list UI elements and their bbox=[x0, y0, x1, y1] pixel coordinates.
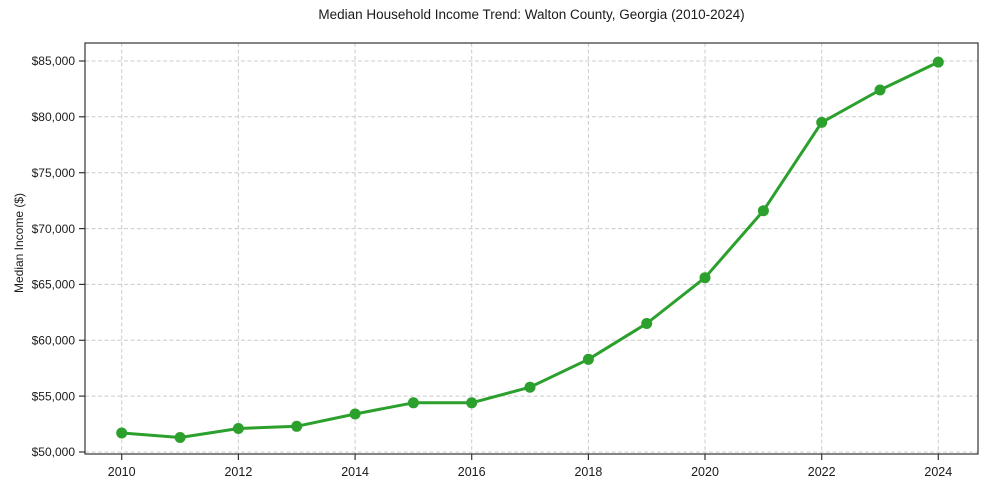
y-tick-label: $65,000 bbox=[32, 278, 76, 292]
data-point-marker bbox=[641, 318, 653, 329]
x-tick-label: 2014 bbox=[341, 465, 369, 479]
data-point-marker bbox=[174, 432, 186, 443]
data-point-marker bbox=[874, 84, 886, 96]
x-tick-label: 2022 bbox=[808, 465, 836, 479]
y-tick-label: $55,000 bbox=[32, 389, 76, 403]
data-point-marker bbox=[524, 381, 536, 393]
data-point-marker bbox=[349, 408, 361, 420]
y-tick-label: $50,000 bbox=[32, 445, 76, 459]
data-point-marker bbox=[407, 397, 419, 409]
y-tick-label: $75,000 bbox=[32, 166, 76, 180]
data-point-marker bbox=[291, 420, 303, 432]
data-point-marker bbox=[116, 427, 128, 439]
income-trend-line bbox=[120, 60, 940, 439]
data-point-marker bbox=[466, 397, 478, 409]
y-tick-label: $80,000 bbox=[32, 110, 76, 124]
x-tick-label: 2012 bbox=[224, 465, 252, 479]
data-point-marker bbox=[232, 423, 244, 434]
data-point-marker bbox=[816, 116, 828, 128]
y-tick-label: $70,000 bbox=[32, 222, 76, 236]
data-point-marker bbox=[932, 56, 944, 68]
x-tick-label: 2010 bbox=[108, 465, 136, 479]
data-point-marker bbox=[757, 205, 769, 217]
chart-title: Median Household Income Trend: Walton Co… bbox=[318, 7, 745, 22]
data-point-marker bbox=[699, 272, 711, 284]
y-tick-label: $85,000 bbox=[32, 54, 76, 68]
x-tick-label: 2020 bbox=[691, 465, 719, 479]
plot-border bbox=[84, 42, 979, 455]
y-tick-label: $60,000 bbox=[32, 334, 76, 348]
data-point-marker bbox=[582, 353, 594, 365]
x-tick-label: 2016 bbox=[458, 465, 486, 479]
x-tick-label: 2024 bbox=[924, 465, 952, 479]
x-tick-label: 2018 bbox=[574, 465, 602, 479]
